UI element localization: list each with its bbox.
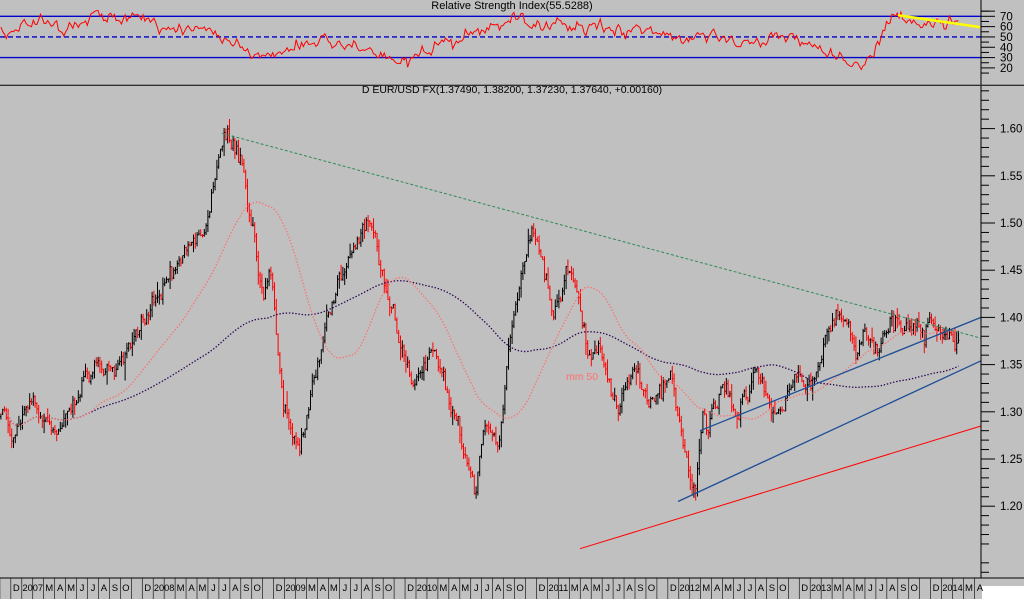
svg-text:M: M <box>177 583 185 594</box>
svg-text:J: J <box>605 583 610 594</box>
svg-text:M: M <box>593 583 601 594</box>
svg-text:M: M <box>724 583 732 594</box>
svg-text:S: S <box>243 583 249 594</box>
svg-text:D: D <box>538 583 545 594</box>
svg-text:J: J <box>474 583 479 594</box>
svg-text:M: M <box>571 583 579 594</box>
svg-text:A: A <box>583 583 590 594</box>
svg-text:J: J <box>353 583 358 594</box>
svg-text:M: M <box>965 583 973 594</box>
svg-text:D: D <box>933 583 940 594</box>
svg-text:1.35: 1.35 <box>1000 360 1022 372</box>
svg-text:S: S <box>769 583 775 594</box>
svg-text:M: M <box>199 583 207 594</box>
svg-text:D: D <box>407 583 414 594</box>
svg-text:1.60: 1.60 <box>1000 124 1022 136</box>
svg-text:A: A <box>714 583 721 594</box>
svg-text:J: J <box>91 583 96 594</box>
svg-text:J: J <box>80 583 85 594</box>
svg-text:D: D <box>801 583 808 594</box>
svg-text:1.20: 1.20 <box>1000 501 1022 513</box>
svg-text:J: J <box>222 583 227 594</box>
svg-text:A: A <box>364 583 371 594</box>
svg-text:M: M <box>834 583 842 594</box>
svg-text:M: M <box>439 583 447 594</box>
svg-text:1.45: 1.45 <box>1000 265 1022 277</box>
svg-text:D: D <box>670 583 677 594</box>
svg-text:A: A <box>451 583 458 594</box>
svg-text:O: O <box>911 583 918 594</box>
svg-text:J: J <box>868 583 873 594</box>
svg-text:A: A <box>889 583 896 594</box>
svg-text:J: J <box>485 583 490 594</box>
svg-text:A: A <box>977 583 984 594</box>
svg-text:1.30: 1.30 <box>1000 407 1022 419</box>
svg-text:O: O <box>648 583 655 594</box>
svg-text:M: M <box>330 583 338 594</box>
svg-text:A: A <box>232 583 239 594</box>
svg-text:mm 50: mm 50 <box>566 371 598 383</box>
svg-text:A: A <box>101 583 108 594</box>
svg-text:S: S <box>637 583 643 594</box>
svg-text:A: A <box>320 583 327 594</box>
svg-text:20: 20 <box>1000 63 1013 75</box>
svg-text:M: M <box>856 583 864 594</box>
svg-text:D: D <box>13 583 20 594</box>
svg-text:Relative Strength Index(55.528: Relative Strength Index(55.5288) <box>431 0 592 12</box>
svg-text:O: O <box>122 583 129 594</box>
svg-text:S: S <box>112 583 118 594</box>
svg-text:J: J <box>616 583 621 594</box>
svg-text:J: J <box>737 583 742 594</box>
svg-text:O: O <box>254 583 261 594</box>
svg-text:M: M <box>308 583 316 594</box>
svg-text:A: A <box>495 583 502 594</box>
svg-text:A: A <box>57 583 64 594</box>
svg-text:1.50: 1.50 <box>1000 218 1022 230</box>
svg-text:M: M <box>461 583 469 594</box>
svg-text:O: O <box>516 583 523 594</box>
svg-text:A: A <box>626 583 633 594</box>
svg-text:M: M <box>702 583 710 594</box>
svg-text:1.55: 1.55 <box>1000 171 1022 183</box>
svg-text:A: A <box>845 583 852 594</box>
svg-text:S: S <box>900 583 906 594</box>
svg-text:1.40: 1.40 <box>1000 312 1022 324</box>
svg-text:J: J <box>211 583 216 594</box>
svg-text:D: D <box>144 583 151 594</box>
svg-text:1.25: 1.25 <box>1000 454 1022 466</box>
svg-text:O: O <box>779 583 786 594</box>
svg-text:S: S <box>506 583 512 594</box>
svg-text:J: J <box>342 583 347 594</box>
svg-text:D: D <box>276 583 283 594</box>
svg-text:A: A <box>188 583 195 594</box>
svg-text:D EUR/USD FX(1.37490, 1.38200,: D EUR/USD FX(1.37490, 1.38200, 1.37230, … <box>362 84 662 96</box>
svg-text:S: S <box>374 583 380 594</box>
svg-text:M: M <box>45 583 53 594</box>
svg-text:J: J <box>879 583 884 594</box>
svg-text:A: A <box>758 583 765 594</box>
svg-text:J: J <box>748 583 753 594</box>
svg-text:M: M <box>67 583 75 594</box>
svg-text:O: O <box>385 583 392 594</box>
